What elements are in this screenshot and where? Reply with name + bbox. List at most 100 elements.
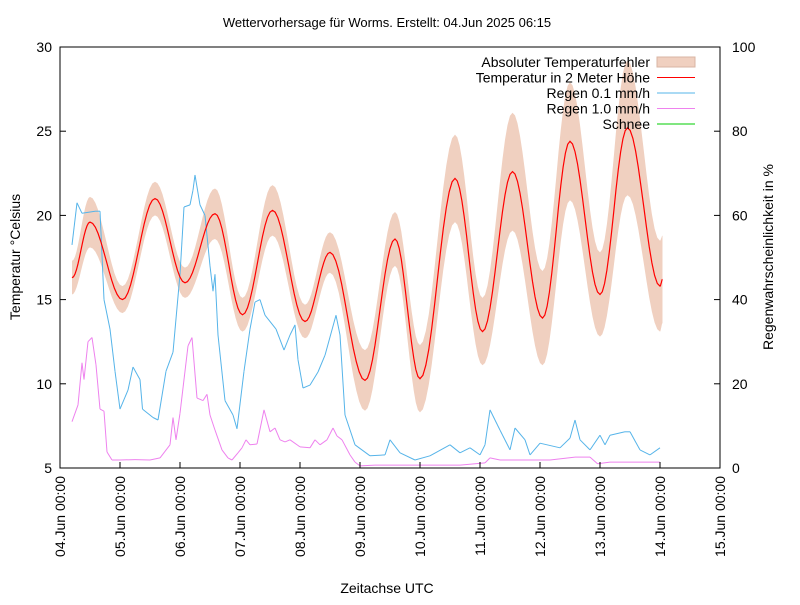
legend-label: Regen 0.1 mm/h: [547, 85, 651, 101]
rain-1mm-series-segment: [160, 445, 170, 458]
rain-1mm-series-segment: [342, 440, 350, 455]
rain-01mm-series-segment: [120, 390, 128, 409]
y2-tick-label: 100: [732, 39, 756, 55]
rain-01mm-series-segment: [480, 445, 485, 455]
rain-1mm-series-segment: [188, 338, 192, 346]
rain-01mm-series-segment: [336, 315, 340, 335]
rain-01mm-series-segment: [460, 448, 470, 453]
rain-01mm-series-segment: [195, 175, 200, 205]
rain-1mm-series-segment: [490, 458, 500, 460]
rain-01mm-series-segment: [415, 456, 430, 460]
x-tick-label: 10.Jun 00:00: [412, 476, 428, 557]
rain-1mm-series-segment: [92, 338, 96, 365]
rain-01mm-series-segment: [143, 409, 154, 417]
rain-01mm-series-segment: [345, 415, 355, 445]
rain-01mm-series-segment: [515, 428, 525, 440]
rain-01mm-series-segment: [370, 455, 385, 456]
rain-1mm-series-segment: [327, 428, 333, 440]
rain-01mm-series-segment: [560, 438, 570, 448]
x-tick-label: 06.Jun 00:00: [172, 476, 188, 557]
x-tick-label: 13.Jun 00:00: [592, 476, 608, 557]
rain-01mm-series-segment: [133, 367, 140, 380]
rain-1mm-series-segment: [355, 462, 360, 466]
rain-01mm-series-segment: [104, 300, 110, 330]
rain-01mm-series-segment: [215, 274, 218, 335]
rain-1mm-series-segment: [590, 457, 598, 464]
x-tick-label: 15.Jun 00:00: [712, 476, 728, 557]
rain-01mm-series-segment: [630, 432, 640, 450]
rain-01mm-series-segment: [430, 445, 450, 456]
x-tick-label: 09.Jun 00:00: [352, 476, 368, 557]
rain-01mm-series-segment: [158, 371, 166, 420]
rain-1mm-series-segment: [290, 440, 300, 447]
rain-01mm-series-segment: [575, 420, 580, 440]
rain-1mm-series-segment: [250, 444, 257, 445]
rain-01mm-series-segment: [355, 445, 370, 456]
rain-1mm-series-segment: [257, 410, 264, 444]
legend-swatch: [657, 57, 695, 67]
rain-1mm-series-segment: [100, 409, 104, 411]
legend-label: Absoluter Temperaturfehler: [481, 54, 650, 70]
rain-1mm-series-segment: [310, 440, 315, 448]
rain-1mm-series-segment: [104, 411, 107, 452]
rain-01mm-series-segment: [470, 448, 480, 455]
rain-1mm-series-segment: [176, 413, 180, 440]
rain-1mm-series-segment: [337, 436, 342, 440]
rain-1mm-series-segment: [315, 440, 320, 445]
y-tick-label: 25: [36, 123, 52, 139]
y2-tick-label: 80: [732, 123, 748, 139]
rain-1mm-series-segment: [107, 452, 112, 460]
rain-01mm-series-segment: [210, 266, 213, 291]
rain-1mm-series-segment: [264, 410, 270, 432]
rain-1mm-series-segment: [275, 428, 280, 440]
rain-01mm-series-segment: [485, 410, 490, 445]
y-tick-label: 10: [36, 376, 52, 392]
rain-01mm-series-segment: [237, 371, 244, 429]
rain-1mm-series-segment: [197, 398, 203, 401]
rain-1mm-series-segment: [84, 342, 88, 380]
rain-01mm-series-segment: [184, 205, 190, 207]
rain-1mm-series-segment: [550, 457, 575, 460]
rain-01mm-series-segment: [166, 352, 173, 371]
rain-01mm-series-segment: [530, 443, 540, 455]
rain-01mm-series-segment: [193, 175, 195, 190]
rain-01mm-series-segment: [255, 300, 260, 303]
rain-01mm-series-segment: [140, 380, 143, 410]
rain-01mm-series-segment: [303, 385, 310, 388]
rain-01mm-series-segment: [385, 440, 390, 455]
rain-01mm-series-segment: [600, 435, 605, 445]
rain-01mm-series-segment: [310, 372, 318, 385]
x-tick-label: 12.Jun 00:00: [532, 476, 548, 557]
rain-01mm-series-segment: [540, 443, 560, 448]
rain-01mm-series-segment: [225, 401, 233, 415]
rain-1mm-series-segment: [222, 450, 228, 458]
rain-1mm-series-segment: [88, 338, 92, 342]
x-tick-label: 08.Jun 00:00: [292, 476, 308, 557]
x-tick-label: 07.Jun 00:00: [232, 476, 248, 557]
rain-01mm-series-segment: [490, 410, 500, 430]
rain-1mm-series-segment: [170, 418, 173, 445]
rain-01mm-series-segment: [570, 420, 575, 438]
rain-01mm-series-segment: [390, 440, 400, 453]
x-tick-label: 14.Jun 00:00: [652, 476, 668, 557]
legend-label: Schnee: [603, 116, 651, 132]
y-tick-label: 5: [44, 460, 52, 476]
rain-1mm-series-segment: [232, 453, 238, 460]
rain-1mm-series-segment: [207, 394, 210, 415]
legend-label: Regen 1.0 mm/h: [547, 101, 651, 117]
x-tick-label: 11.Jun 00:00: [472, 476, 488, 556]
rain-01mm-series-segment: [200, 205, 205, 216]
rain-01mm-series-segment: [180, 207, 184, 274]
rain-01mm-series-segment: [295, 325, 298, 360]
rain-01mm-series-segment: [450, 445, 460, 453]
rain-01mm-series-segment: [325, 315, 336, 355]
rain-01mm-series-segment: [260, 300, 265, 316]
rain-1mm-series-segment: [78, 363, 82, 405]
rain-01mm-series-segment: [640, 450, 650, 455]
rain-1mm-series-segment: [242, 440, 246, 448]
y2-axis-label: Regenwahrscheinlichkeit in %: [760, 164, 776, 350]
rain-01mm-series-segment: [500, 430, 510, 450]
rain-01mm-series-segment: [318, 355, 325, 372]
rain-1mm-series-segment: [598, 462, 611, 464]
